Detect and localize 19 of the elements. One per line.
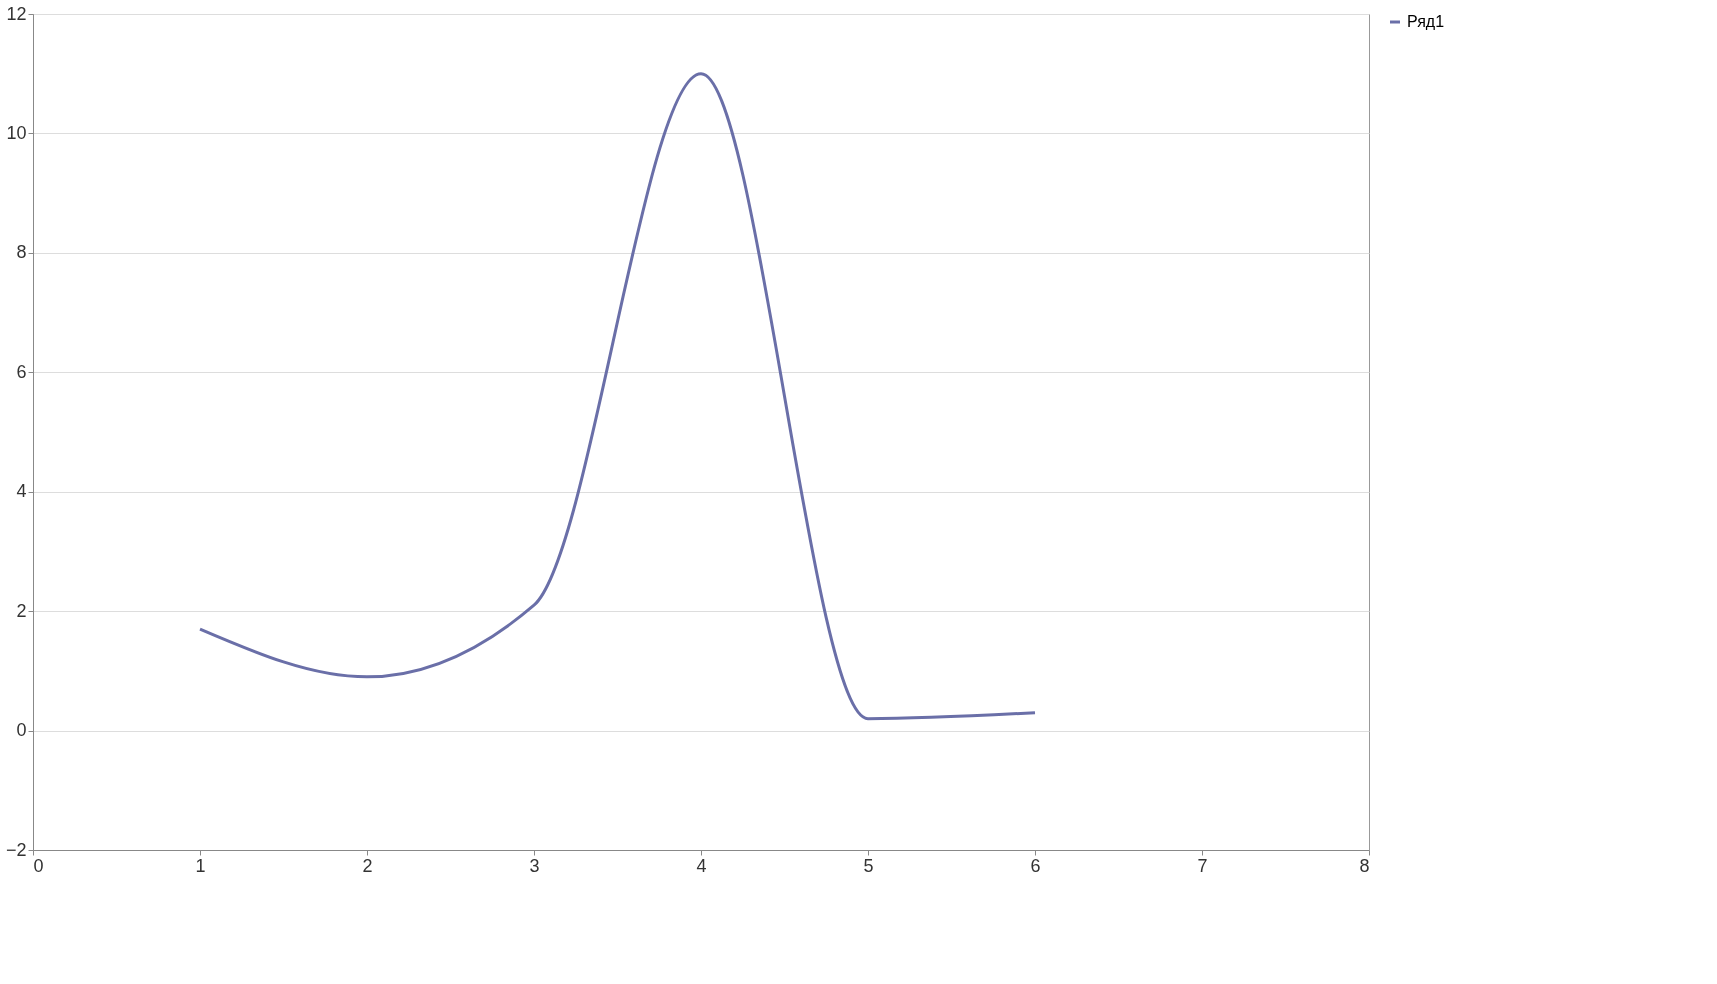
x-tick-label: 4: [696, 855, 707, 876]
y-tick-label: 4: [16, 481, 27, 502]
y-tick-label: 0: [16, 720, 27, 741]
legend-label: Ряд1: [1407, 13, 1445, 30]
y-tick-label: 6: [16, 361, 27, 382]
x-tick-label: 6: [1030, 855, 1041, 876]
x-tick-label: 8: [1359, 855, 1370, 876]
x-tick-label: 5: [863, 855, 874, 876]
x-tick-label: 0: [33, 855, 44, 876]
x-tick-label: 3: [529, 855, 540, 876]
y-tick-label: 2: [16, 600, 27, 621]
x-tick-label: 7: [1197, 855, 1208, 876]
y-tick-label: 8: [16, 242, 27, 263]
y-tick-label: −2: [5, 839, 27, 860]
line-series: [198, 72, 1037, 721]
x-tick-label: 1: [195, 855, 206, 876]
y-tick-label: 10: [6, 122, 27, 143]
y-tick-label: 12: [6, 3, 27, 24]
x-tick-label: 2: [362, 855, 373, 876]
